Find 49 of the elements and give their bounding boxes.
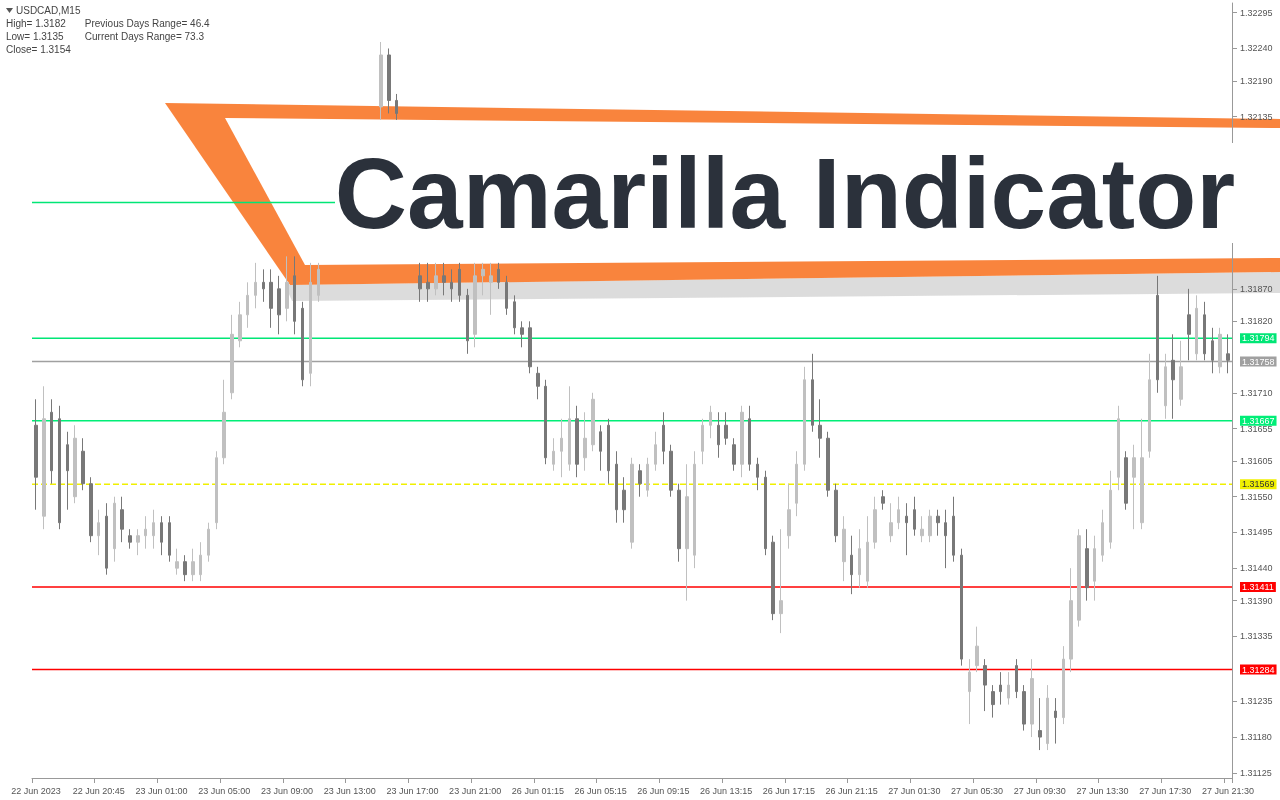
x-tick-label: 23 Jun 13:00 [323, 785, 376, 796]
x-tick-label: 27 Jun 17:30 [1139, 785, 1192, 796]
x-tick-label: 26 Jun 21:15 [825, 785, 878, 796]
x-tick-label: 26 Jun 05:15 [574, 785, 627, 796]
annotation: High= 1.3182 [6, 17, 67, 30]
x-tick-label: 22 Jun 2023 [11, 785, 61, 796]
text: Camarilla Indicator [334, 136, 1236, 249]
y-tick-label: 1.31820 [1240, 316, 1273, 327]
y-tick-label: 1.31390 [1240, 595, 1273, 606]
x-tick-label: 23 Jun 05:00 [198, 785, 251, 796]
y-tick-label: 1.31440 [1240, 563, 1273, 574]
y-tick-label: 1.31180 [1240, 732, 1272, 743]
x-tick-label: 22 Jun 20:45 [72, 785, 125, 796]
annotation: Close= 1.3154 [6, 43, 71, 56]
x-tick-label: 27 Jun 05:30 [951, 785, 1004, 796]
annotation: Current Days Range= 73.3 [84, 30, 205, 43]
y-tick-label: 1.31550 [1240, 491, 1273, 502]
ref-line-label: 1.31569 [1242, 479, 1275, 490]
y-tick-label: 1.31235 [1240, 696, 1273, 707]
x-tick-label: 23 Jun 01:00 [135, 785, 188, 796]
x-tick-label: 26 Jun 13:15 [700, 785, 753, 796]
x-tick-label: 23 Jun 09:00 [260, 785, 313, 796]
y-tick-label: 1.31870 [1240, 283, 1273, 294]
y-tick-label: 1.31495 [1240, 527, 1273, 538]
x-tick-label: 27 Jun 09:30 [1013, 785, 1066, 796]
y-tick-label: 1.31125 [1240, 767, 1272, 778]
x-tick-label: 26 Jun 17:15 [762, 785, 815, 796]
x-tick-label: 26 Jun 09:15 [637, 785, 690, 796]
y-tick-label: 1.31335 [1240, 631, 1273, 642]
x-tick-label: 27 Jun 13:30 [1076, 785, 1129, 796]
x-tick-label: 26 Jun 01:15 [511, 785, 564, 796]
ref-line-label: 1.31411 [1242, 582, 1274, 593]
x-tick-label: 27 Jun 21:30 [1202, 785, 1255, 796]
x-tick-label: 23 Jun 17:00 [386, 785, 439, 796]
annotation: Previous Days Range= 46.4 [84, 17, 210, 30]
ref-line-label: 1.31794 [1242, 333, 1275, 344]
annotation: Low= 1.3135 [6, 30, 65, 43]
y-tick-label: 1.31655 [1240, 423, 1273, 434]
y-tick-label: 1.32295 [1240, 7, 1273, 18]
y-tick-label: 1.31605 [1240, 455, 1273, 466]
y-tick-label: 1.32190 [1240, 75, 1273, 86]
x-tick-label: 23 Jun 21:00 [449, 785, 502, 796]
y-tick-label: 1.32240 [1240, 43, 1273, 54]
ref-line-label: 1.31284 [1242, 664, 1275, 675]
y-tick-label: 1.31710 [1240, 387, 1273, 398]
x-tick-label: 27 Jun 01:30 [888, 785, 941, 796]
ref-line-label: 1.31667 [1242, 415, 1275, 426]
chart-subtitle: USDCAD,M15 [16, 4, 81, 17]
ref-line-label: 1.31758 [1242, 356, 1275, 367]
